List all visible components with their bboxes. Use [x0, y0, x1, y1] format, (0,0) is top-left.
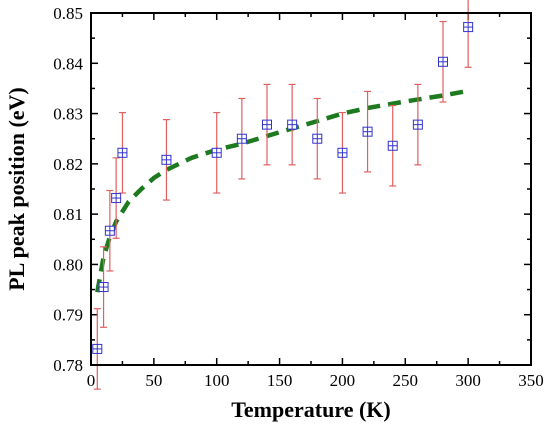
x-tick-label: 50: [145, 371, 162, 390]
data-point: [312, 133, 323, 144]
y-tick-label: 0.83: [53, 105, 83, 124]
x-tick-label: 0: [87, 371, 96, 390]
y-axis-label: PL peak position (eV): [4, 87, 29, 291]
x-tick-label: 200: [330, 371, 356, 390]
x-tick-label: 250: [393, 371, 419, 390]
data-point: [111, 193, 122, 204]
y-tick-label: 0.85: [53, 4, 83, 23]
x-tick-label: 150: [267, 371, 293, 390]
x-tick-label: 100: [204, 371, 230, 390]
y-tick-label: 0.78: [53, 356, 83, 375]
data-point: [161, 154, 172, 165]
data-point: [337, 147, 348, 158]
x-axis-label: Temperature (K): [231, 397, 390, 422]
data-point: [98, 282, 109, 293]
data-point: [438, 56, 448, 67]
data-layer: [92, 0, 474, 390]
data-point: [387, 140, 398, 151]
y-tick-label: 0.81: [53, 205, 83, 224]
data-point: [463, 22, 474, 33]
data-point: [412, 119, 423, 130]
data-point: [211, 147, 222, 158]
x-tick-label: 300: [455, 371, 481, 390]
y-tick-label: 0.84: [53, 54, 83, 73]
fit-curve-line: [95, 88, 469, 293]
x-tick-label: 350: [518, 371, 544, 390]
y-tick-label: 0.82: [53, 155, 83, 174]
data-point: [117, 147, 128, 158]
axis-ticks: 0 50 100 150 200 250 300 350 0.78 0.79 0.80 0.81 0.8…: [53, 4, 544, 390]
plot-frame: [90, 12, 532, 366]
y-tick-label: 0.79: [53, 306, 83, 325]
data-point: [362, 126, 373, 137]
data-point: [92, 343, 103, 354]
data-point: [236, 133, 247, 144]
data-point: [104, 225, 115, 236]
data-point: [262, 119, 272, 130]
data-point: [287, 119, 298, 130]
y-tick-label: 0.80: [53, 255, 83, 274]
